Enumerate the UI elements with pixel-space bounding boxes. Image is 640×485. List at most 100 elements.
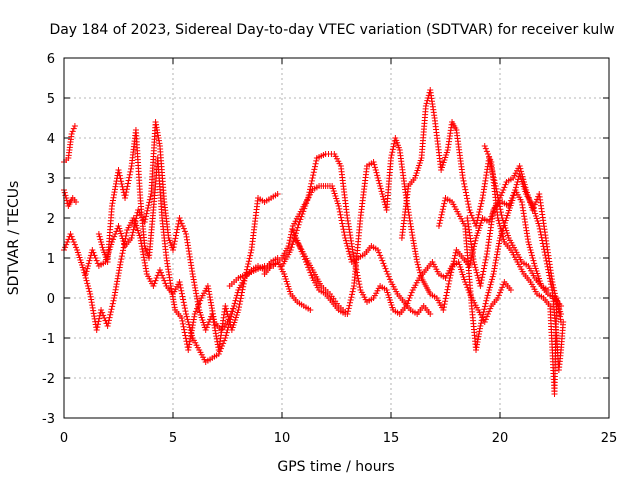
data-point [479, 314, 486, 321]
data-point [180, 299, 187, 306]
data-point [483, 297, 490, 304]
data-point [91, 313, 98, 320]
data-point [478, 200, 485, 207]
data-point [337, 211, 344, 218]
data-point [482, 145, 489, 152]
data-point [69, 128, 76, 135]
data-point [88, 296, 95, 303]
data-point [180, 323, 187, 330]
data-point [495, 243, 502, 250]
data-point [98, 307, 105, 313]
data-point [209, 311, 216, 317]
data-point [483, 148, 490, 155]
data-point [436, 220, 443, 227]
data-point [463, 192, 470, 199]
data-point [297, 245, 304, 252]
data-point [424, 97, 431, 104]
data-point [477, 203, 484, 210]
data-point [388, 152, 395, 159]
data-point [498, 192, 505, 199]
data-point [298, 213, 305, 220]
data-point [529, 255, 536, 261]
data-point [189, 322, 196, 329]
data-point [82, 271, 89, 277]
data-point [511, 189, 518, 196]
data-point [142, 265, 149, 272]
data-point [112, 286, 119, 293]
data-point [386, 276, 393, 283]
data-point [130, 226, 137, 233]
y-tick-label: 4 [47, 132, 55, 147]
data-point [105, 320, 112, 327]
data-point [404, 300, 411, 307]
data-point [370, 159, 377, 165]
data-point [150, 283, 157, 289]
data-point [289, 241, 296, 248]
data-point [348, 294, 355, 301]
data-point [68, 131, 75, 137]
data-point [295, 221, 302, 228]
data-point [211, 324, 218, 331]
data-point [90, 310, 97, 317]
data-point [294, 237, 301, 244]
data-point [507, 287, 514, 293]
data-point [423, 100, 430, 107]
data-point [499, 284, 506, 291]
data-point [87, 293, 94, 300]
data-point [346, 302, 353, 309]
data-point [551, 290, 558, 297]
data-point [90, 249, 97, 256]
data-point [466, 289, 473, 296]
data-point [481, 319, 488, 325]
data-point [183, 311, 190, 317]
data-point [301, 256, 308, 263]
data-point [170, 244, 177, 251]
data-point [170, 247, 176, 253]
data-point [131, 221, 138, 227]
data-point [113, 281, 120, 288]
data-point [486, 153, 493, 160]
data-point [94, 260, 101, 267]
data-point [122, 195, 129, 201]
data-point [210, 316, 217, 323]
data-point [299, 211, 306, 217]
data-point [204, 321, 211, 328]
data-point [480, 265, 487, 272]
data-point [452, 252, 459, 259]
data-point [520, 179, 527, 185]
data-point [435, 223, 442, 229]
data-point [417, 272, 424, 279]
data-point [414, 259, 421, 265]
data-point [117, 261, 124, 268]
data-point [474, 272, 481, 279]
data-point [212, 330, 219, 337]
data-point [372, 164, 379, 171]
data-point [308, 272, 315, 279]
data-point [127, 165, 134, 172]
data-point [223, 329, 230, 336]
data-point [380, 196, 387, 203]
data-point [302, 259, 309, 265]
data-point [110, 236, 117, 243]
data-point [310, 169, 317, 176]
data-point [190, 276, 197, 283]
data-point [235, 307, 242, 313]
data-point [190, 319, 197, 326]
data-point [171, 238, 178, 245]
data-point [84, 265, 91, 272]
data-point [490, 271, 497, 277]
data-point [441, 200, 448, 207]
data-point [376, 249, 383, 256]
data-series [464, 163, 565, 317]
data-point [482, 256, 489, 263]
data-point [473, 269, 480, 276]
data-point [427, 311, 434, 317]
data-point [197, 297, 204, 304]
data-point [144, 205, 151, 211]
data-point [153, 275, 160, 281]
data-point [111, 186, 118, 193]
data-point [108, 203, 115, 209]
data-point [483, 253, 490, 260]
data-point [489, 276, 496, 283]
data-point [513, 181, 520, 188]
